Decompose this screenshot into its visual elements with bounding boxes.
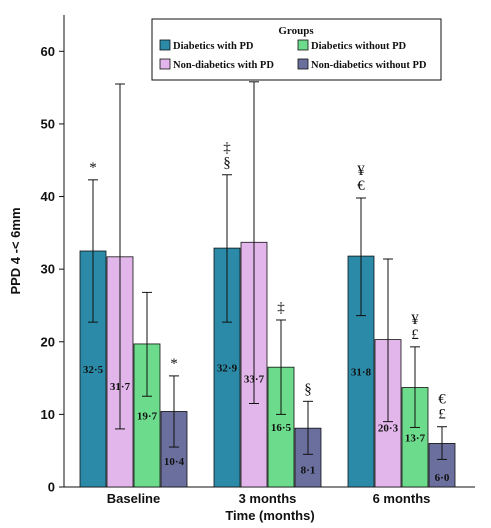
significance-marker: ‡ (223, 140, 231, 156)
legend-label: Diabetics without PD (311, 41, 406, 52)
y-tick-label: 40 (41, 189, 55, 204)
significance-marker: £ (438, 407, 446, 423)
x-tick-label: 3 months (239, 491, 297, 506)
y-axis-title: PPD 4 -< 6mm (8, 207, 23, 294)
x-axis-ticks: Baseline 3 months 6 months (107, 491, 431, 506)
significance-marker: ‡ (277, 300, 285, 316)
significance-marker: ¥ (411, 312, 419, 328)
significance-marker: * (89, 160, 97, 176)
x-tick-label: 6 months (373, 491, 431, 506)
bar-value-label: 33·7 (244, 374, 265, 386)
x-tick-label: Baseline (107, 491, 160, 506)
legend-label: Non-diabetics without PD (311, 60, 427, 71)
bar (428, 443, 456, 488)
bar-value-labels: 32·5 32·9 31·8 31·7 33·7 20·3 19·7 16·5 13·7 10·4… (83, 363, 450, 485)
legend-swatch (297, 39, 309, 51)
significance-marker: € (438, 392, 446, 408)
legend-label: Non-diabetics with PD (173, 60, 274, 71)
legend-title: Groups (278, 25, 314, 37)
legend-swatch (159, 58, 171, 70)
y-tick-label: 0 (48, 480, 55, 495)
x-axis-title: Time (months) (225, 508, 314, 523)
bar-value-label: 8·1 (301, 465, 316, 477)
bar-value-label: 31·8 (351, 367, 372, 379)
bar-value-label: 19·7 (137, 410, 158, 422)
significance-marker: € (357, 178, 365, 194)
bar-value-label: 20·3 (378, 422, 399, 434)
significance-marker: £ (411, 327, 419, 343)
bar-value-label: 32·9 (217, 363, 238, 375)
legend-box (151, 18, 442, 81)
legend-label: Diabetics with PD (173, 41, 254, 52)
bar-value-label: 6·0 (435, 472, 450, 484)
bar-value-label: 13·7 (405, 432, 426, 444)
legend-swatch (159, 39, 171, 51)
bar-value-label: 10·4 (164, 456, 185, 468)
y-tick-label: 20 (41, 334, 55, 349)
error-bar-group (88, 81, 447, 460)
significance-marker: § (223, 155, 231, 171)
significance-marker: * (170, 356, 178, 372)
bar-value-label: 31·7 (110, 381, 131, 393)
y-tick-label: 50 (41, 116, 55, 131)
significance-markers: *‡§¥€‡¥£*§€£ (89, 140, 446, 423)
y-axis-ticks: 0 10 20 30 40 50 60 (41, 44, 64, 495)
bar-value-label: 32·5 (83, 364, 104, 376)
legend-swatch (297, 58, 309, 70)
significance-marker: § (304, 381, 312, 397)
legend-items: Diabetics with PD Diabetics without PD Non… (159, 39, 427, 71)
legend: Groups Diabetics with PD Diabetics withou… (151, 18, 442, 81)
y-tick-label: 10 (41, 407, 55, 422)
y-tick-label: 60 (41, 44, 55, 59)
y-tick-label: 30 (41, 262, 55, 277)
bar-series-group (79, 241, 456, 488)
plot-area: 0 10 20 30 40 50 60 Baseline 3 months 6 months 3… (41, 15, 475, 506)
bar-value-label: 16·5 (271, 422, 292, 434)
significance-marker: ¥ (357, 163, 365, 179)
